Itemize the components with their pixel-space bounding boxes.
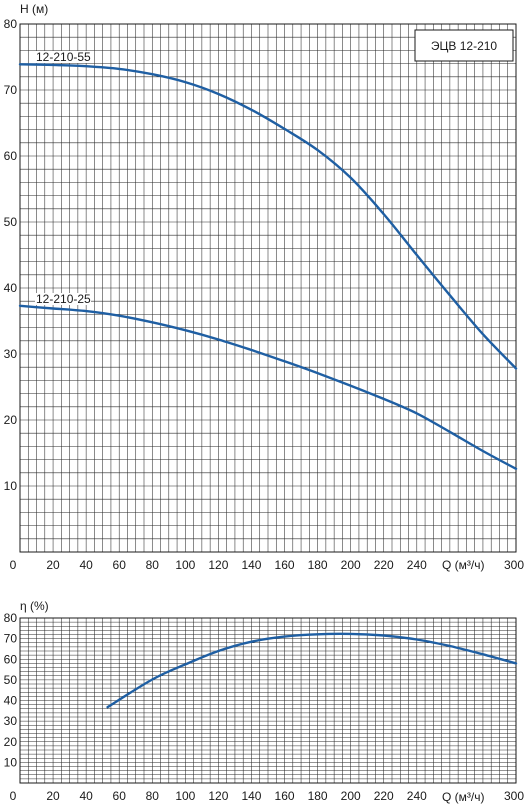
head-chart-x-tick-label: 120 [208,558,228,572]
efficiency-chart: 10 20 30 40 50 60 70 80 0 20 40 60 80 100 120 140 160 18… [4,599,525,804]
efficiency-chart-x-tick-label: 140 [241,789,261,803]
head-chart-x-tick-label: 40 [79,558,93,572]
efficiency-chart-x-tick-label: 300 [504,789,524,803]
efficiency-chart-y-tick-label: 30 [4,714,18,728]
head-chart-y-tick-label: 70 [4,83,18,97]
head-chart-x-tick-label: 200 [341,558,361,572]
head-chart-y-tick-label: 10 [4,479,18,493]
head-chart-title: ЭЦВ 12-210 [431,39,498,53]
head-chart-y-ticks: 10 20 30 40 50 60 70 80 [4,17,18,493]
head-chart-y-tick-label: 60 [4,149,18,163]
efficiency-chart-grid [20,618,516,783]
head-chart-y-tick-label: 80 [4,17,18,31]
head-chart-y-tick-label: 30 [4,347,18,361]
efficiency-chart-x-tick-label: 180 [308,789,328,803]
head-chart-x-tick-label: 60 [113,558,127,572]
efficiency-chart-y-tick-label: 70 [4,632,18,646]
head-chart-series [18,63,518,470]
head-chart-y-tick-label: 50 [4,215,18,229]
efficiency-chart-x-tick-label: 160 [275,789,295,803]
efficiency-chart-x-tick-label: 0 [10,789,17,803]
head-chart-x-tick-label: 160 [275,558,295,572]
efficiency-chart-x-axis-label: Q (м³/ч) [442,790,485,804]
series-label-25: 12-210-25 [36,292,91,306]
head-chart-x-tick-label: 100 [175,558,195,572]
head-chart: 10 20 30 40 50 60 70 80 0 20 40 60 80 100 120 140 160 18… [4,2,525,572]
head-chart-x-tick-label: 80 [146,558,160,572]
efficiency-chart-x-tick-label: 240 [407,789,427,803]
efficiency-chart-series-line-0 [106,632,518,709]
efficiency-chart-frame [19,617,517,784]
series-label-55: 12-210-55 [36,50,91,64]
head-chart-grid [20,24,516,552]
efficiency-chart-x-tick-label: 200 [341,789,361,803]
efficiency-chart-y-tick-label: 50 [4,673,18,687]
series-label-25-bg [35,293,91,305]
efficiency-chart-x-tick-label: 40 [79,789,93,803]
efficiency-chart-x-tick-label: 20 [46,789,60,803]
head-chart-x-tick-label: 140 [241,558,261,572]
efficiency-chart-y-axis-label: η (%) [20,599,49,613]
efficiency-chart-y-tick-label: 10 [4,755,18,769]
head-chart-series-line-1 [18,304,518,470]
series-label-55-bg [35,51,91,63]
efficiency-chart-y-tick-label: 40 [4,694,18,708]
head-chart-y-tick-label: 40 [4,281,18,295]
head-chart-x-tick-label: 0 [10,558,17,572]
efficiency-chart-y-ticks: 10 20 30 40 50 60 70 80 [4,611,18,769]
head-chart-y-tick-label: 20 [4,413,18,427]
head-chart-title-box [414,29,514,62]
head-chart-x-tick-label: 20 [46,558,60,572]
head-chart-y-axis-label: H (м) [20,2,48,16]
efficiency-chart-x-tick-label: 100 [175,789,195,803]
efficiency-chart-y-tick-label: 80 [4,611,18,625]
efficiency-chart-x-tick-label: 60 [113,789,127,803]
head-chart-x-tick-label: 220 [374,558,394,572]
efficiency-chart-x-tick-label: 120 [208,789,228,803]
head-chart-frame [19,23,517,553]
head-chart-x-tick-label: 240 [407,558,427,572]
head-chart-x-axis-label: Q (м³/ч) [442,558,485,572]
head-chart-x-ticks: 0 20 40 60 80 100 120 140 160 180 200 220 240 300 [10,558,525,572]
head-chart-x-tick-label: 180 [308,558,328,572]
efficiency-chart-x-tick-label: 80 [146,789,160,803]
head-chart-series-line-0 [18,63,518,370]
efficiency-chart-y-tick-label: 20 [4,735,18,749]
efficiency-chart-x-tick-label: 220 [374,789,394,803]
head-chart-x-tick-label: 300 [504,558,524,572]
efficiency-chart-y-tick-label: 60 [4,652,18,666]
efficiency-chart-series [106,632,518,709]
efficiency-chart-x-ticks: 0 20 40 60 80 100 120 140 160 180 200 220 240 300 [10,789,525,803]
